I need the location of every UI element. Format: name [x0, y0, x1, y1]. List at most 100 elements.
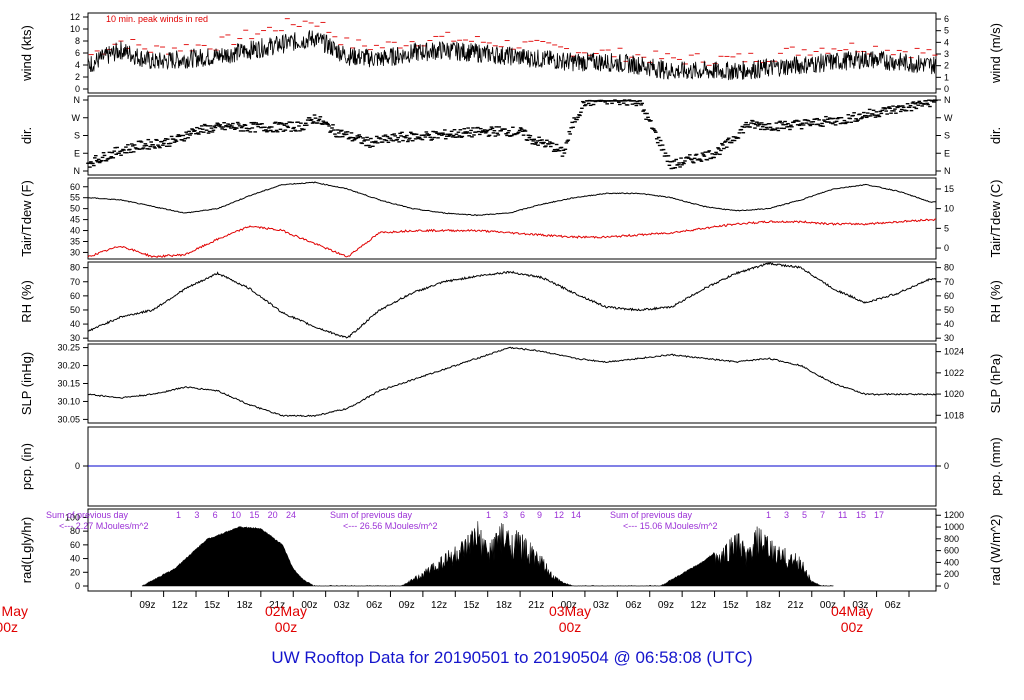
radiation-hour-mark: 3 [194, 510, 199, 520]
date-label: 04May [831, 603, 873, 619]
rh-right-tick-label: 30 [944, 333, 954, 343]
wind-tick-label: 6 [75, 48, 80, 58]
panel-rh: RH (%) RH (%) 30 40 50 60 70 80 30 40 50 60 70 80 [19, 261, 1003, 343]
x-tick-label: 09z [399, 600, 415, 611]
wind-tick-label: 2 [75, 72, 80, 82]
peak-wind-annotation: 10 min. peak winds in red [106, 14, 208, 24]
precipitation-ylabel: pcp. (in) [19, 443, 34, 490]
radiation-sum-value: <--- 2.27 MJoules/m^2 [59, 521, 149, 531]
temperature-right-tick-label: 0 [944, 243, 949, 253]
wind-frame [87, 12, 937, 94]
direction-tick-label: E [74, 148, 80, 158]
slp-ylabel: SLP (inHg) [19, 352, 34, 415]
radiation-hour-mark: 1 [486, 510, 491, 520]
wind-right-tick-label: 1 [944, 72, 949, 82]
radiation-hour-mark: 3 [784, 510, 789, 520]
panel-direction: dir. dir.N NE ES SW WN N [19, 95, 1003, 176]
slp-right-tick-label: 1020 [944, 389, 964, 399]
slp-right-tick-label: 1018 [944, 410, 964, 420]
rh-right-tick-label: 70 [944, 277, 954, 287]
x-tick-label: 06z [885, 600, 901, 611]
rh-tick-label: 50 [70, 305, 80, 315]
temperature-ylabel: Tair/Tdew (F) [19, 180, 34, 257]
slp-tick-label: 30.05 [57, 414, 80, 424]
x-tick-label: 21z [269, 600, 285, 611]
temperature-frame [87, 177, 937, 260]
page-title: UW Rooftop Data for 20190501 to 20190504… [271, 648, 753, 667]
temperature-tick-label: 35 [70, 236, 80, 246]
radiation-sum-value: <--- 26.56 MJoules/m^2 [343, 521, 438, 531]
direction-tick-label: S [74, 131, 80, 141]
radiation-hour-mark: 1 [766, 510, 771, 520]
slp-tick-label: 30.25 [57, 343, 80, 353]
date-label: May [2, 603, 28, 619]
x-tick-label: 03z [852, 600, 868, 611]
wind-tick-label: 8 [75, 36, 80, 46]
direction-tick-label: N [74, 166, 81, 176]
slp-right-tick-label: 1024 [944, 347, 964, 357]
x-tick-label: 06z [366, 600, 382, 611]
pcp-tick-label: 0 [75, 461, 80, 471]
temperature-right-tick-label: 15 [944, 184, 954, 194]
wind-right-tick-label: 6 [944, 14, 949, 24]
radiation-sum-header: Sum of previous day [610, 510, 693, 520]
direction-right-tick-label: S [944, 131, 950, 141]
slp-right-tick-label: 1022 [944, 368, 964, 378]
x-tick-label: 18z [237, 600, 253, 611]
rh-tick-label: 70 [70, 277, 80, 287]
direction-tick-label: W [72, 113, 81, 123]
rh-right-tick-label: 80 [944, 263, 954, 273]
radiation-hour-mark: 5 [802, 510, 807, 520]
x-tick-label: 03z [334, 600, 350, 611]
direction-ylabel: dir. [19, 127, 34, 144]
panel-precipitation: pcp. (in) pcp. (mm) 0 0 [19, 426, 1003, 507]
radiation-hour-mark: 3 [503, 510, 508, 520]
rh-tick-label: 40 [70, 319, 80, 329]
wind-right-tick-label: 5 [944, 26, 949, 36]
radiation-tick-label: 80 [70, 526, 80, 536]
wind-ylabel: wind (kts) [19, 25, 34, 82]
temperature-tick-label: 45 [70, 215, 80, 225]
x-tick-label: 12z [172, 600, 188, 611]
date-label: 03May [549, 603, 591, 619]
rh-ylabel: RH (%) [19, 280, 34, 323]
radiation-hour-mark: 1 [176, 510, 181, 520]
x-tick-label: 15z [463, 600, 479, 611]
temperature-tick-label: 40 [70, 226, 80, 236]
radiation-hour-mark: 10 [231, 510, 241, 520]
radiation-right-tick-label: 200 [944, 569, 959, 579]
panel-slp: SLP (inHg) SLP (hPa) 30.05 30.10 30.15 30.20 3… [19, 343, 1003, 425]
radiation-tick-label: 60 [70, 540, 80, 550]
rh-ylabel-right: RH (%) [988, 280, 1003, 323]
rh-right-tick-label: 40 [944, 319, 954, 329]
radiation-right-tick-label: 800 [944, 534, 959, 544]
x-tick-label: 12z [431, 600, 447, 611]
direction-ylabel-right: dir. [988, 127, 1003, 144]
dewpoint-series [87, 218, 937, 258]
radiation-tick-label: 100 [65, 512, 80, 522]
date-time-label: 00z [275, 619, 298, 635]
x-tick-label: 00z [301, 600, 317, 611]
radiation-hour-mark: 12 [554, 510, 564, 520]
radiation-ylabel: rad(Lgly/hr) [19, 517, 34, 583]
slp-tick-label: 30.10 [57, 396, 80, 406]
slp-frame [87, 343, 937, 424]
wind-right-tick-label: 4 [944, 37, 949, 47]
rh-frame [87, 261, 937, 342]
wind-tick-label: 0 [75, 84, 80, 94]
radiation-right-tick-label: 400 [944, 557, 959, 567]
wind-tick-label: 4 [75, 60, 80, 70]
radiation-hour-mark: 14 [571, 510, 581, 520]
date-label: 02May [265, 603, 307, 619]
air-temperature-series [87, 181, 937, 217]
x-tick-label: 15z [204, 600, 220, 611]
radiation-hour-mark: 24 [286, 510, 296, 520]
temperature-ylabel-right: Tair/Tdew (C) [988, 179, 1003, 257]
temperature-right-tick-label: 5 [944, 223, 949, 233]
x-tick-label: 06z [625, 600, 641, 611]
x-tick-label: 21z [528, 600, 544, 611]
x-tick-label: 18z [496, 600, 512, 611]
radiation-tick-label: 0 [75, 581, 80, 591]
slp-series [87, 346, 937, 418]
